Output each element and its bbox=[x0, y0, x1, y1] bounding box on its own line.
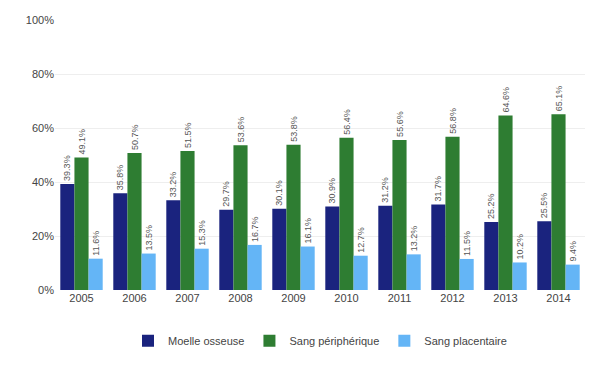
svg-text:80%: 80% bbox=[32, 68, 54, 80]
svg-text:25.2%: 25.2% bbox=[486, 193, 496, 219]
svg-text:39.3%: 39.3% bbox=[62, 155, 72, 181]
svg-text:16.7%: 16.7% bbox=[250, 216, 260, 242]
svg-text:13.5%: 13.5% bbox=[144, 225, 154, 251]
svg-text:12.7%: 12.7% bbox=[356, 227, 366, 253]
svg-text:15.3%: 15.3% bbox=[197, 220, 207, 246]
svg-text:64.6%: 64.6% bbox=[501, 87, 511, 113]
svg-text:2007: 2007 bbox=[175, 292, 199, 304]
svg-text:2008: 2008 bbox=[228, 292, 252, 304]
svg-text:29.7%: 29.7% bbox=[221, 181, 231, 207]
svg-text:20%: 20% bbox=[32, 230, 54, 242]
svg-text:31.2%: 31.2% bbox=[380, 177, 390, 203]
svg-text:49.1%: 49.1% bbox=[77, 129, 87, 155]
svg-text:56.8%: 56.8% bbox=[448, 108, 458, 134]
svg-text:10.2%: 10.2% bbox=[515, 234, 525, 260]
svg-text:0%: 0% bbox=[38, 284, 54, 296]
svg-text:56.4%: 56.4% bbox=[342, 109, 352, 135]
svg-text:Moelle osseuse: Moelle osseuse bbox=[168, 335, 244, 347]
svg-text:55.6%: 55.6% bbox=[395, 111, 405, 137]
svg-text:40%: 40% bbox=[32, 176, 54, 188]
svg-text:2012: 2012 bbox=[440, 292, 464, 304]
svg-text:35.8%: 35.8% bbox=[115, 165, 125, 191]
svg-text:16.1%: 16.1% bbox=[303, 218, 313, 244]
svg-text:65.1%: 65.1% bbox=[554, 86, 564, 112]
svg-text:Sang périphérique: Sang périphérique bbox=[289, 335, 379, 347]
svg-text:9.4%: 9.4% bbox=[568, 241, 578, 262]
svg-text:2014: 2014 bbox=[546, 292, 570, 304]
svg-text:2006: 2006 bbox=[122, 292, 146, 304]
svg-text:53.8%: 53.8% bbox=[289, 116, 299, 142]
svg-text:30.1%: 30.1% bbox=[274, 180, 284, 206]
svg-text:2013: 2013 bbox=[493, 292, 517, 304]
svg-text:2009: 2009 bbox=[281, 292, 305, 304]
svg-text:30.9%: 30.9% bbox=[327, 178, 337, 204]
svg-text:100%: 100% bbox=[26, 14, 54, 26]
svg-text:2010: 2010 bbox=[334, 292, 358, 304]
svg-text:33.2%: 33.2% bbox=[168, 172, 178, 198]
svg-text:Sang placentaire: Sang placentaire bbox=[424, 335, 507, 347]
svg-text:11.6%: 11.6% bbox=[91, 231, 101, 256]
svg-text:2005: 2005 bbox=[69, 292, 93, 304]
svg-text:51.5%: 51.5% bbox=[183, 122, 193, 148]
svg-text:11.5%: 11.5% bbox=[462, 231, 472, 256]
svg-text:2011: 2011 bbox=[388, 292, 412, 304]
svg-text:31.7%: 31.7% bbox=[433, 176, 443, 202]
svg-text:53.6%: 53.6% bbox=[236, 117, 246, 143]
svg-text:50.7%: 50.7% bbox=[130, 125, 140, 151]
svg-text:60%: 60% bbox=[32, 122, 54, 134]
svg-text:13.2%: 13.2% bbox=[409, 226, 419, 252]
svg-text:25.5%: 25.5% bbox=[539, 193, 549, 219]
